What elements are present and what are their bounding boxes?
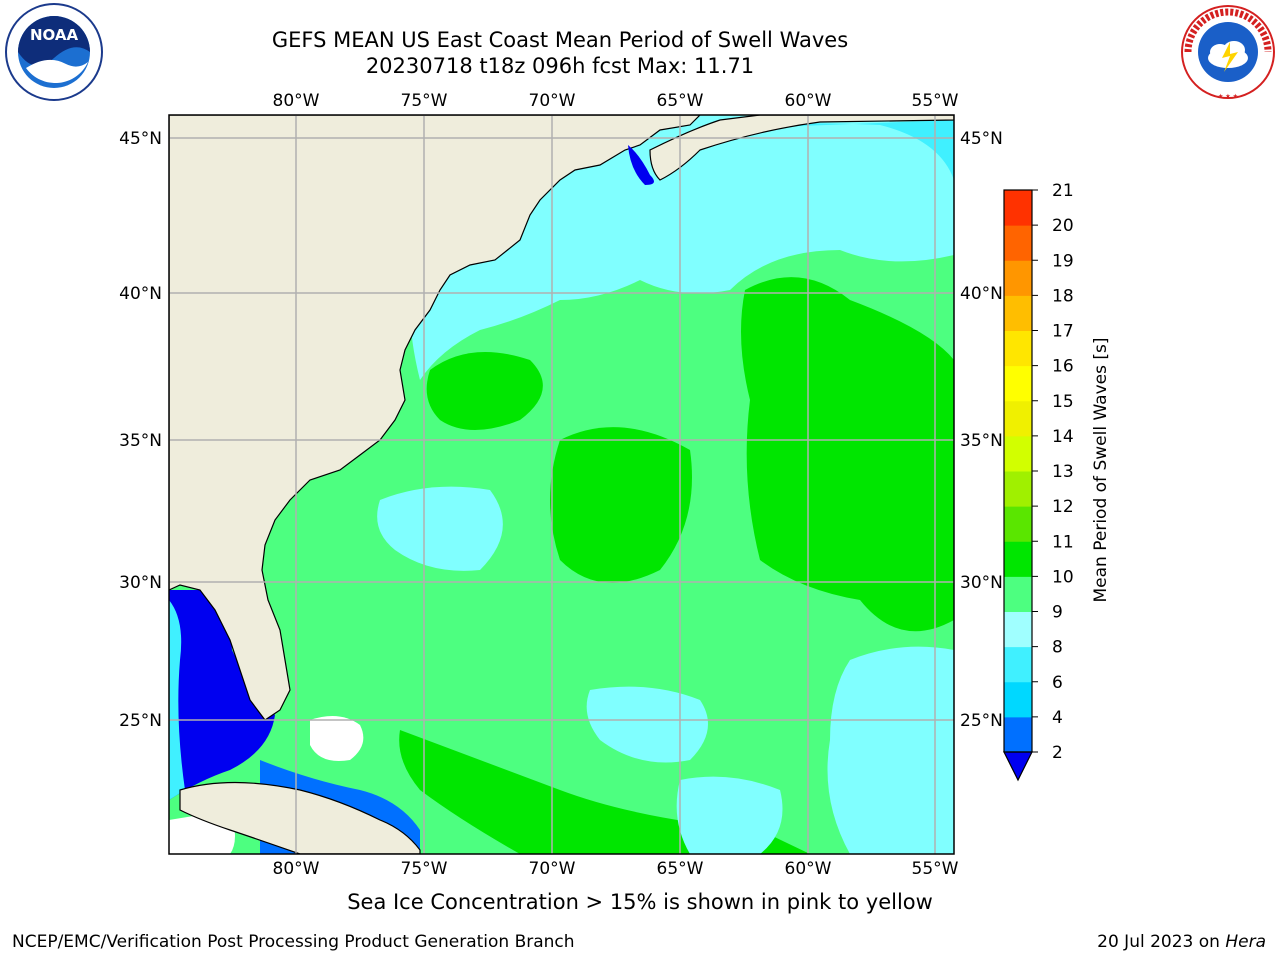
colorbar-segment [1004,260,1032,296]
lon-label-top: 75°W [401,91,448,111]
colorbar-segment [1004,681,1032,718]
map-area [169,115,954,854]
colorbar-segment [1004,471,1032,507]
swell-zone-10s-north [426,352,543,430]
colorbar-label: Mean Period of Swell Waves [s] [1091,338,1111,603]
swell-zone-8s-southeast [827,646,954,854]
caribbean-white [310,716,364,761]
colorbar-tick-label: 14 [1052,427,1074,447]
colorbar-tick-label: 20 [1052,216,1074,236]
lon-label-top: 65°W [657,91,704,111]
colorbar-segment [1004,541,1032,577]
colorbar-tick-label: 10 [1052,567,1074,587]
land-nova-scotia [649,115,954,181]
lat-label-right: 35°N [960,431,1003,451]
colorbar-tick-label: 16 [1052,357,1074,377]
colorbar-tick-label: 21 [1052,181,1074,201]
swell-zone-10s-central [550,427,692,583]
grid-lines [169,115,954,854]
colorbar-segment [1004,611,1032,648]
colorbar-segment [1004,506,1032,542]
lat-label-left: 45°N [119,129,162,149]
lat-label-left: 40°N [119,284,162,304]
host-name: Hera [1225,932,1266,952]
lat-label-right: 25°N [960,711,1003,731]
colorbar-tick-label: 4 [1052,708,1063,728]
colorbar-segment [1004,716,1032,753]
credit-line: NCEP/EMC/Verification Post Processing Pr… [12,932,575,952]
colorbar-segment [1004,295,1032,331]
gulf-deep-blue [169,590,275,800]
land-cuba [179,781,421,854]
lon-label-top: 55°W [912,91,959,111]
colorbar-segment [1004,576,1032,612]
lat-label-left: 35°N [119,431,162,451]
swell-zone-8s-gulfstream [377,486,503,571]
swell-zone-8s-southeast2 [676,776,783,854]
colorbar-segment [1004,400,1032,437]
lat-label-left: 25°N [119,711,162,731]
noaa-logo-text: NOAA [30,26,79,44]
colorbar-segment [1004,330,1032,367]
swell-zone-8s-south [586,686,708,763]
colorbar-tick-label: 17 [1052,322,1074,342]
lat-label-left: 30°N [119,573,162,593]
colorbar-segment [1004,435,1032,472]
lon-label-bottom: 70°W [529,859,576,879]
lon-label-top: 70°W [529,91,576,111]
gulf-light-edge [169,600,185,800]
chart-title: GEFS MEAN US East Coast Mean Period of S… [271,28,849,52]
lon-label-top: 60°W [785,91,832,111]
colorbar-tick-label: 13 [1052,462,1074,482]
land-north-america [169,115,701,721]
chart-subtitle: 20230718 t18z 096h fcst Max: 11.71 [365,54,755,78]
lon-label-bottom: 55°W [912,859,959,879]
lat-label-right: 45°N [960,129,1003,149]
colorbar-tick-label: 19 [1052,251,1074,271]
nws-logo: ★ ★ ★ [1178,2,1278,106]
colorbar-tick-label: 9 [1052,603,1063,623]
sea-ice-note: Sea Ice Concentration > 15% is shown in … [347,890,933,914]
swell-zone-8s-north [169,115,954,380]
run-date: 20 Jul 2023 on Hera [1097,932,1266,952]
colorbar-under-arrow [1003,751,1033,782]
colorbar-tick-label: 6 [1052,673,1063,693]
colorbar-tick-label: 8 [1052,638,1063,658]
colorbar-tick-label: 12 [1052,497,1074,517]
colorbar-segment [1004,646,1032,683]
colorbar-tick-label: 15 [1052,392,1074,412]
colorbar-segment [1004,225,1032,261]
run-date-text: 20 Jul 2023 on [1097,932,1220,952]
colorbar: 2 4 6 8 9 10 11 12 13 14 15 16 17 18 19 20 21 [1003,181,1074,782]
lon-label-bottom: 75°W [401,859,448,879]
lat-label-right: 40°N [960,284,1003,304]
colorbar-tick-label: 18 [1052,286,1074,306]
colorbar-segment [1004,365,1032,402]
lon-label-top: 80°W [273,91,320,111]
colorbar-tick-label: 11 [1052,532,1074,552]
lon-label-bottom: 80°W [273,859,320,879]
swell-zone-8s-northeast [700,120,954,180]
lat-label-right: 30°N [960,573,1003,593]
colorbar-segment [1004,190,1032,226]
svg-text:★ ★ ★: ★ ★ ★ [1218,93,1238,100]
bay-of-fundy [628,145,654,185]
swell-zone-10s-south [399,730,810,854]
lon-label-bottom: 65°W [657,859,704,879]
colorbar-tick-label: 2 [1052,743,1063,763]
noaa-logo: NOAA [4,2,104,106]
lon-label-bottom: 60°W [785,859,832,879]
swell-zone-10s-east [741,277,954,632]
map-frame [168,114,955,855]
